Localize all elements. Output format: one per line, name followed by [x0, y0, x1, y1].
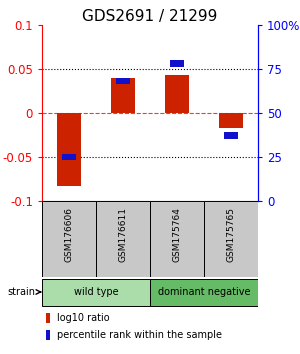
Text: GSM176606: GSM176606 [64, 207, 74, 262]
Title: GDS2691 / 21299: GDS2691 / 21299 [82, 8, 218, 24]
Bar [165, 75, 189, 113]
Bar [46, 330, 50, 340]
Bar [42, 279, 150, 306]
Bar [111, 78, 135, 113]
Bar [150, 279, 258, 306]
Bar [46, 313, 50, 322]
Bar [170, 61, 184, 67]
Text: GSM175765: GSM175765 [226, 207, 236, 262]
Text: percentile rank within the sample: percentile rank within the sample [57, 330, 222, 340]
Text: wild type: wild type [74, 287, 118, 297]
Text: dominant negative: dominant negative [158, 287, 250, 297]
Text: GSM176611: GSM176611 [118, 207, 127, 262]
Bar [204, 201, 258, 278]
Bar [116, 78, 130, 84]
Bar [96, 201, 150, 278]
Bar [219, 113, 243, 129]
Text: log10 ratio: log10 ratio [57, 313, 110, 323]
Text: GSM175764: GSM175764 [172, 207, 182, 262]
Bar [62, 154, 76, 160]
Text: strain: strain [8, 287, 35, 297]
Bar [224, 132, 238, 139]
Bar [150, 201, 204, 278]
Bar [57, 113, 81, 185]
Bar [42, 201, 96, 278]
